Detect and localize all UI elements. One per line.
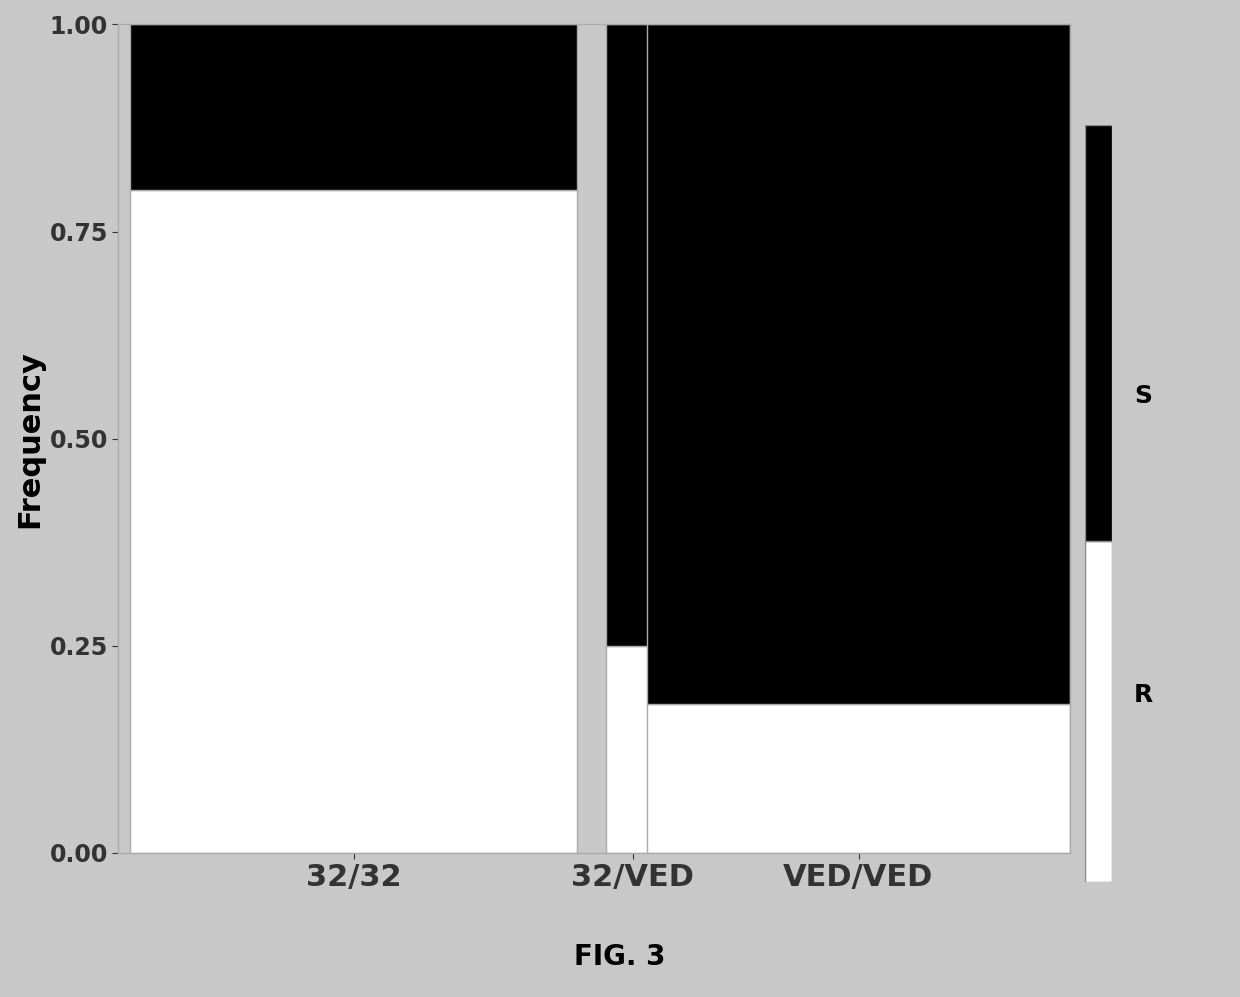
- Bar: [1085, 125, 1112, 541]
- Bar: [647, 25, 1070, 704]
- Bar: [606, 25, 658, 646]
- Bar: [130, 25, 578, 190]
- Text: FIG. 3: FIG. 3: [574, 943, 666, 971]
- Bar: [130, 190, 578, 852]
- Text: R: R: [1135, 683, 1153, 707]
- Y-axis label: Frequency: Frequency: [15, 350, 43, 527]
- Bar: [1085, 541, 1112, 882]
- Text: S: S: [1135, 384, 1152, 408]
- Bar: [606, 646, 658, 852]
- Bar: [647, 704, 1070, 852]
